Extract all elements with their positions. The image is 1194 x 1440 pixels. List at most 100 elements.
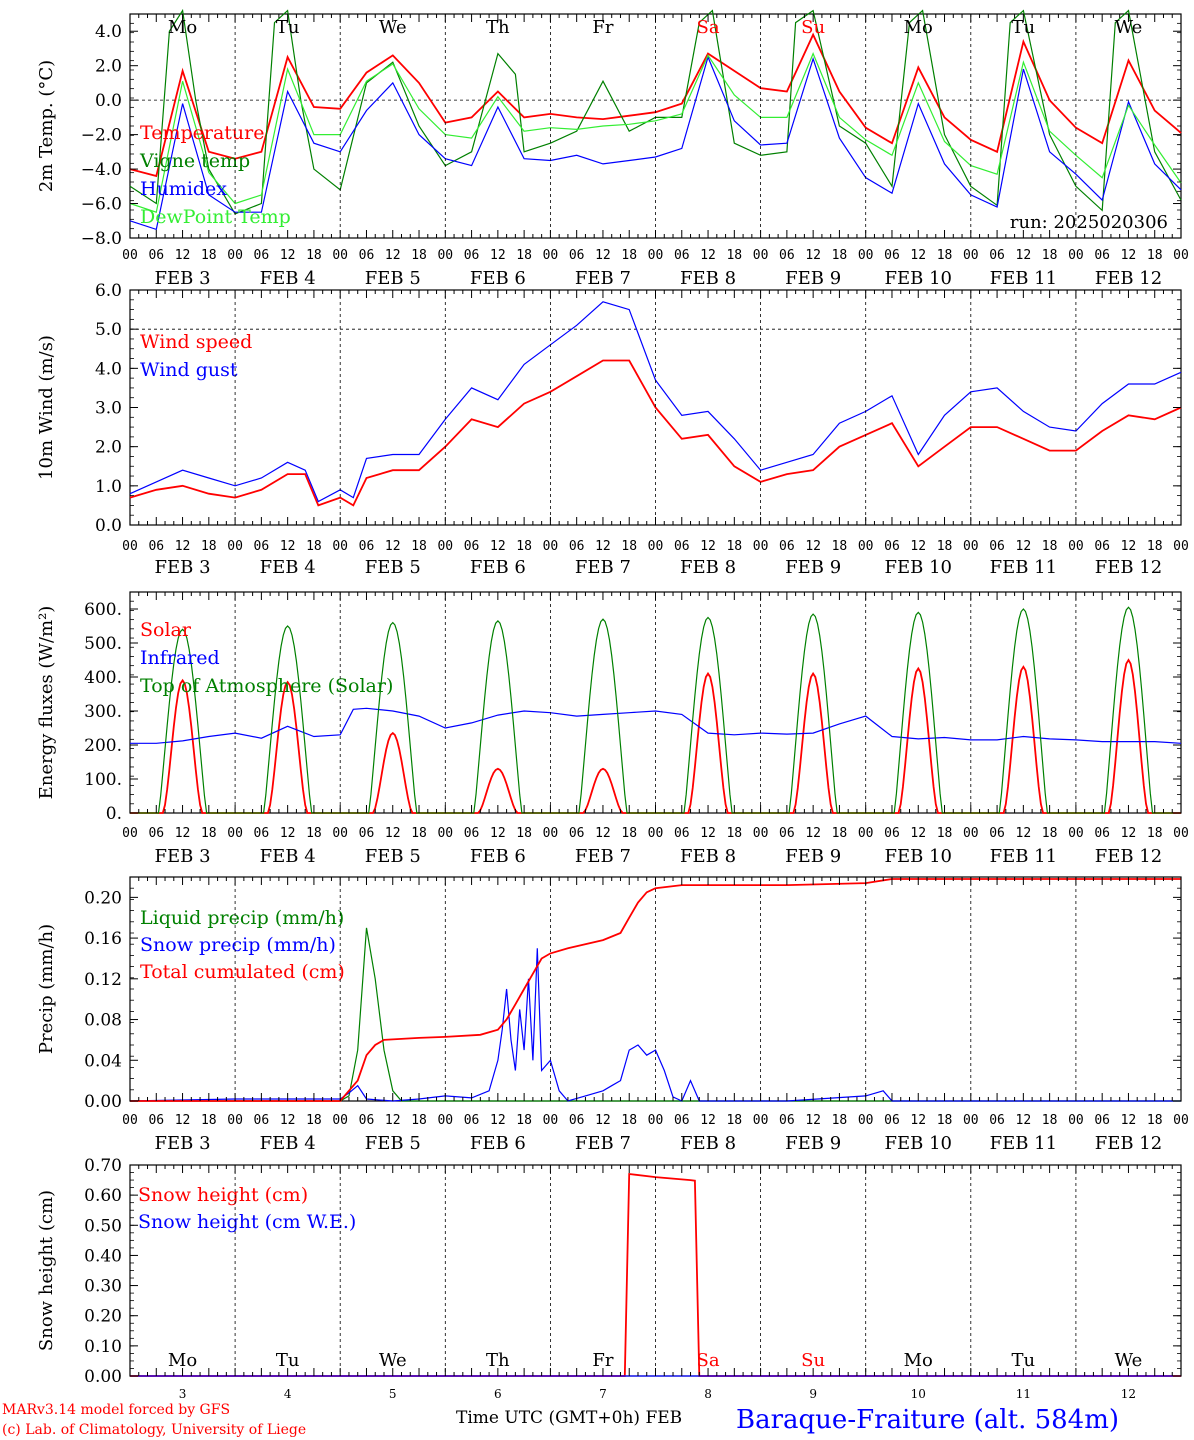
- hour-tick-label: 06: [569, 539, 585, 554]
- day-label: FEB 7: [575, 846, 631, 867]
- hour-tick-label: 12: [805, 248, 821, 263]
- legend-entry: Snow height (cm W.E.): [138, 1211, 356, 1233]
- hour-tick-label: 12: [700, 826, 716, 841]
- x-axis-2: 00 06 12 18 00 06 12 18 00 06 12 18 00 06 12 18 00 06 12 18…: [122, 290, 1189, 578]
- hour-tick-label: 12: [910, 539, 926, 554]
- hour-tick-label: 06: [254, 539, 270, 554]
- hour-tick-label: 06: [254, 826, 270, 841]
- hour-tick-label: 06: [674, 248, 690, 263]
- y-tick-label: 0.12: [84, 970, 122, 990]
- hour-tick-label: 00: [543, 248, 559, 263]
- day-label: FEB 10: [885, 846, 952, 867]
- hour-tick-label: 12: [280, 1113, 296, 1128]
- y-tick-label: 0.: [106, 804, 122, 824]
- hour-tick-label: 00: [963, 539, 979, 554]
- hour-tick-label: 18: [726, 1113, 742, 1128]
- hour-tick-label: 00: [1068, 1113, 1084, 1128]
- day-label: FEB 12: [1095, 846, 1162, 867]
- day-number: 5: [389, 1387, 397, 1401]
- weekday-label-bottom: Th: [486, 1350, 510, 1371]
- y-tick-label: 100.: [84, 770, 122, 790]
- hour-tick-label: 06: [674, 1113, 690, 1128]
- hour-tick-label: 00: [227, 826, 243, 841]
- hour-tick-label: 18: [621, 248, 637, 263]
- y-tick-label: 1.0: [95, 477, 122, 497]
- series-snow-precip-mm-h: [129, 948, 1181, 1102]
- hour-tick-label: 06: [254, 248, 270, 263]
- hour-tick-label: 00: [648, 248, 664, 263]
- x-axis-3: 00 06 12 18 00 06 12 18 00 06 12 18 00 06 12 18 00 06 12 18…: [122, 592, 1189, 867]
- legend-entry: Top of Atmosphere (Solar): [140, 675, 393, 697]
- hour-tick-label: 18: [516, 539, 532, 554]
- hour-tick-label: 12: [700, 539, 716, 554]
- hour-tick-label: 00: [1068, 248, 1084, 263]
- hour-tick-label: 00: [858, 826, 874, 841]
- hour-tick-label: 12: [910, 826, 926, 841]
- plot-frame: [129, 13, 1182, 239]
- weekday-label-top: Tu: [1012, 17, 1036, 38]
- hour-tick-label: 18: [832, 826, 848, 841]
- day-label: FEB 9: [785, 846, 841, 867]
- hour-tick-label: 06: [1094, 539, 1110, 554]
- series-group: [129, 301, 1182, 507]
- hour-tick-label: 18: [516, 826, 532, 841]
- hour-tick-label: 18: [411, 539, 427, 554]
- hour-tick-label: 00: [1068, 826, 1084, 841]
- legend-entry: DewPoint Temp: [140, 206, 291, 228]
- day-number: 11: [1016, 1387, 1031, 1401]
- weekday-label-bottom: Tu: [276, 1350, 300, 1371]
- day-label: FEB 3: [155, 1133, 211, 1154]
- hour-tick-label: 06: [1094, 248, 1110, 263]
- hour-tick-label: 00: [858, 248, 874, 263]
- y-tick-label: 0.50: [84, 1216, 122, 1236]
- weekday-label-top: Sa: [697, 17, 720, 38]
- hour-tick-label: 12: [805, 1113, 821, 1128]
- day-label: FEB 3: [155, 557, 211, 578]
- hour-tick-label: 18: [726, 248, 742, 263]
- series-group: [130, 606, 1182, 814]
- series-top-of-atmosphere-solar: [130, 606, 1181, 814]
- y-tick-label: 0.16: [84, 929, 122, 949]
- hour-tick-label: 12: [595, 1113, 611, 1128]
- day-number: 7: [599, 1387, 607, 1401]
- hour-tick-label: 00: [332, 539, 348, 554]
- hour-tick-label: 18: [201, 248, 217, 263]
- legend-entry: Infrared: [140, 647, 220, 669]
- y-tick-label: 4.0: [95, 359, 122, 379]
- weekday-label-bottom: Mo: [168, 1350, 197, 1371]
- lab-credit: (c) Lab. of Climatology, University of L…: [2, 1422, 306, 1438]
- day-number: 3: [179, 1387, 187, 1401]
- y-axis-3: 600. 500. 400. 300. 200. 100. 0. Energy fluxes …: [36, 591, 1181, 824]
- day-label: FEB 7: [575, 1133, 631, 1154]
- hour-tick-label: 00: [963, 1113, 979, 1128]
- day-label: FEB 8: [680, 1133, 736, 1154]
- hour-tick-label: 12: [175, 248, 191, 263]
- hour-tick-label: 18: [201, 539, 217, 554]
- weekday-label-top: Th: [486, 17, 510, 38]
- day-label: FEB 9: [785, 268, 841, 289]
- y-tick-label: 2.0: [95, 57, 122, 77]
- hour-tick-label: 12: [910, 1113, 926, 1128]
- weekday-label-top: Mo: [168, 17, 197, 38]
- y-tick-label: 0.08: [84, 1011, 122, 1031]
- hour-tick-label: 06: [359, 1113, 375, 1128]
- panel-4: Liquid precip (mm/h) Snow precip (mm/h) To…: [129, 876, 1182, 1102]
- weekday-label-bottom: We: [379, 1350, 407, 1371]
- y-axis-1: 4.0 2.0 0.0 −2.0 −4.0 −6.0 −8.0 2m Temp. (°C): [36, 13, 1181, 249]
- day-label: FEB 3: [155, 268, 211, 289]
- hour-tick-label: 06: [569, 1113, 585, 1128]
- series-group: [129, 878, 1181, 1102]
- day-label: FEB 12: [1095, 268, 1162, 289]
- hour-tick-label: 18: [937, 539, 953, 554]
- hour-tick-label: 06: [1094, 1113, 1110, 1128]
- day-label: FEB 7: [575, 557, 631, 578]
- hour-tick-label: 12: [490, 1113, 506, 1128]
- hour-tick-label: 00: [332, 1113, 348, 1128]
- hour-tick-label: 18: [306, 1113, 322, 1128]
- hour-tick-label: 06: [569, 826, 585, 841]
- y-tick-label: 0.70: [84, 1156, 122, 1176]
- hour-tick-label: 06: [674, 826, 690, 841]
- day-label: FEB 4: [260, 846, 316, 867]
- day-label: FEB 9: [785, 557, 841, 578]
